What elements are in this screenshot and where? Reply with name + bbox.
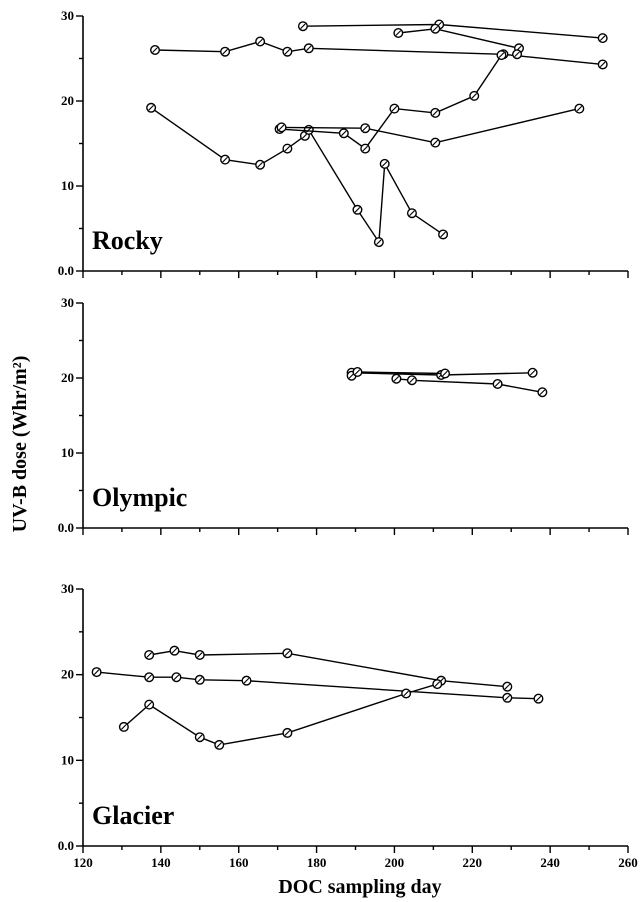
data-point bbox=[512, 49, 523, 60]
data-point bbox=[276, 122, 287, 133]
x-tick-label: 220 bbox=[463, 855, 483, 870]
data-point bbox=[352, 367, 363, 378]
y-tick-label: 20 bbox=[61, 93, 74, 108]
data-point bbox=[220, 46, 231, 57]
panel-glacier: 0.0 10 20 30 120 140 160 180 200 220 240 260 Glacier bbox=[58, 581, 638, 870]
data-point bbox=[150, 45, 161, 56]
data-point bbox=[144, 699, 155, 710]
data-point bbox=[144, 672, 155, 683]
data-point bbox=[373, 237, 384, 248]
data-point bbox=[469, 90, 480, 101]
data-point bbox=[430, 137, 441, 148]
y-axis-title: UV-B dose (Whr/m²) bbox=[9, 356, 31, 533]
data-point bbox=[430, 23, 441, 34]
data-point bbox=[352, 204, 363, 215]
data-point bbox=[360, 123, 371, 134]
series-line-2 bbox=[96, 671, 539, 700]
data-point bbox=[214, 739, 225, 750]
data-point bbox=[379, 158, 390, 169]
x-tick-label: 120 bbox=[73, 855, 93, 870]
data-point bbox=[303, 43, 314, 54]
data-point bbox=[406, 375, 417, 386]
y-tick-label: 20 bbox=[61, 667, 74, 682]
data-point bbox=[597, 33, 608, 44]
y-tick-label: 30 bbox=[61, 8, 74, 23]
data-point bbox=[496, 50, 507, 61]
data-point bbox=[194, 674, 205, 685]
chart-panels: 0.0 10 20 30 Rocky 0.0 10 20 30 Olympic 0.0 10 20 30 1… bbox=[58, 8, 638, 870]
data-point bbox=[303, 124, 314, 135]
panel-label: Glacier bbox=[92, 801, 174, 830]
data-point bbox=[391, 373, 402, 384]
data-point bbox=[282, 143, 293, 154]
data-point bbox=[537, 387, 548, 398]
y-tick-label: 10 bbox=[61, 178, 74, 193]
data-point bbox=[406, 208, 417, 219]
data-point bbox=[282, 46, 293, 57]
data-point bbox=[144, 649, 155, 660]
panel-rocky: 0.0 10 20 30 Rocky bbox=[58, 8, 629, 278]
y-tick-label: 0.0 bbox=[58, 838, 74, 853]
data-point bbox=[255, 36, 266, 47]
data-point bbox=[533, 693, 544, 704]
data-point bbox=[297, 21, 308, 32]
data-point bbox=[282, 727, 293, 738]
y-tick-label: 30 bbox=[61, 581, 74, 596]
data-point bbox=[438, 229, 449, 240]
data-point bbox=[171, 672, 182, 683]
data-point bbox=[430, 107, 441, 118]
data-point bbox=[492, 379, 503, 390]
data-point bbox=[401, 688, 412, 699]
data-point bbox=[574, 103, 585, 114]
data-point bbox=[194, 649, 205, 660]
x-axis-title: DOC sampling day bbox=[278, 876, 441, 898]
data-point bbox=[91, 667, 102, 678]
data-point bbox=[282, 648, 293, 659]
y-tick-label: 20 bbox=[61, 370, 74, 385]
data-point bbox=[393, 28, 404, 39]
data-point bbox=[502, 681, 513, 692]
data-point bbox=[440, 368, 451, 379]
data-point bbox=[241, 675, 252, 686]
data-point bbox=[194, 732, 205, 743]
series-line-6 bbox=[281, 107, 580, 144]
data-point bbox=[360, 143, 371, 154]
data-point bbox=[597, 59, 608, 70]
data-point bbox=[255, 159, 266, 170]
y-tick-label: 30 bbox=[61, 295, 74, 310]
y-tick-label: 10 bbox=[61, 445, 74, 460]
data-point bbox=[146, 102, 157, 113]
series-line-3 bbox=[123, 683, 438, 746]
data-point bbox=[338, 128, 349, 139]
data-point bbox=[389, 103, 400, 114]
series-line-2 bbox=[302, 23, 603, 39]
x-tick-label: 140 bbox=[151, 855, 171, 870]
x-tick-label: 260 bbox=[618, 855, 638, 870]
y-tick-label: 0.0 bbox=[58, 520, 74, 535]
y-tick-label: 0.0 bbox=[58, 263, 74, 278]
panel-label: Rocky bbox=[92, 226, 163, 255]
x-tick-label: 160 bbox=[229, 855, 249, 870]
y-tick-label: 10 bbox=[61, 752, 74, 767]
panel-label: Olympic bbox=[92, 483, 187, 512]
x-tick-label: 200 bbox=[385, 855, 405, 870]
data-point bbox=[169, 645, 180, 656]
data-point bbox=[432, 679, 443, 690]
x-tick-label: 180 bbox=[307, 855, 327, 870]
x-tick-label: 240 bbox=[540, 855, 560, 870]
data-point bbox=[118, 721, 129, 732]
data-point bbox=[527, 367, 538, 378]
series-line-3 bbox=[396, 378, 543, 393]
panel-olympic: 0.0 10 20 30 Olympic bbox=[58, 295, 629, 535]
data-point bbox=[220, 154, 231, 165]
data-point bbox=[502, 692, 513, 703]
